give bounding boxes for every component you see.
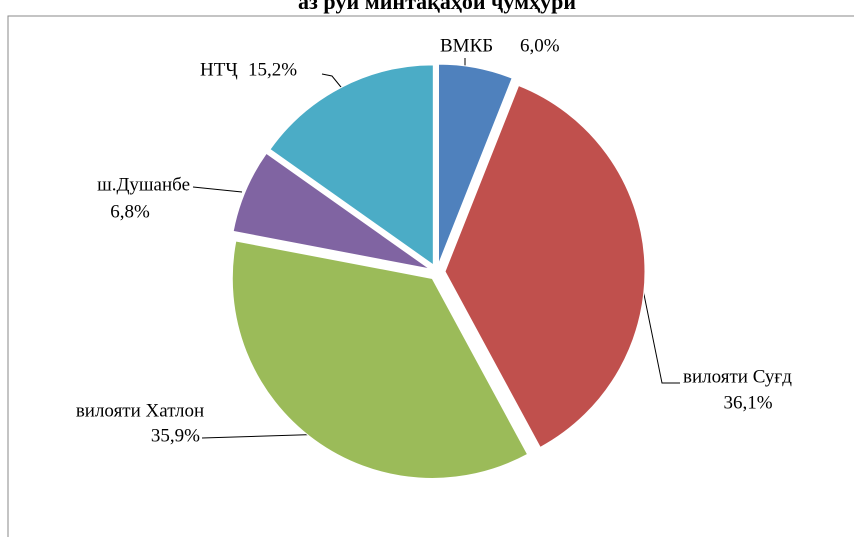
slice-label: вилояти Суғд bbox=[683, 366, 792, 387]
leader-line bbox=[321, 73, 346, 93]
slice-value-label: 6,0% bbox=[520, 35, 560, 56]
chart-frame bbox=[7, 15, 854, 537]
slice-label: вилояти Хатлон bbox=[76, 400, 204, 421]
leader-line bbox=[192, 186, 243, 193]
leader-line bbox=[637, 264, 680, 384]
slice-value-label: 15,2% bbox=[248, 59, 297, 80]
pie-slice bbox=[444, 84, 646, 449]
pie-slice bbox=[269, 64, 434, 266]
slice-value-label: 35,9% bbox=[151, 425, 200, 446]
chart-title: аз рӯи минтақаҳои ҷумҳурӣ bbox=[298, 0, 576, 14]
slice-value-label: 6,8% bbox=[110, 201, 150, 222]
slice-label: ш.Душанбе bbox=[97, 174, 190, 195]
pie-slice bbox=[231, 240, 529, 479]
slice-label: ВМКБ bbox=[440, 35, 493, 56]
pie-slice bbox=[437, 63, 513, 265]
slice-label: НТҶ bbox=[200, 59, 238, 80]
slice-value-label: 36,1% bbox=[723, 392, 772, 413]
pie-slice bbox=[232, 152, 430, 270]
